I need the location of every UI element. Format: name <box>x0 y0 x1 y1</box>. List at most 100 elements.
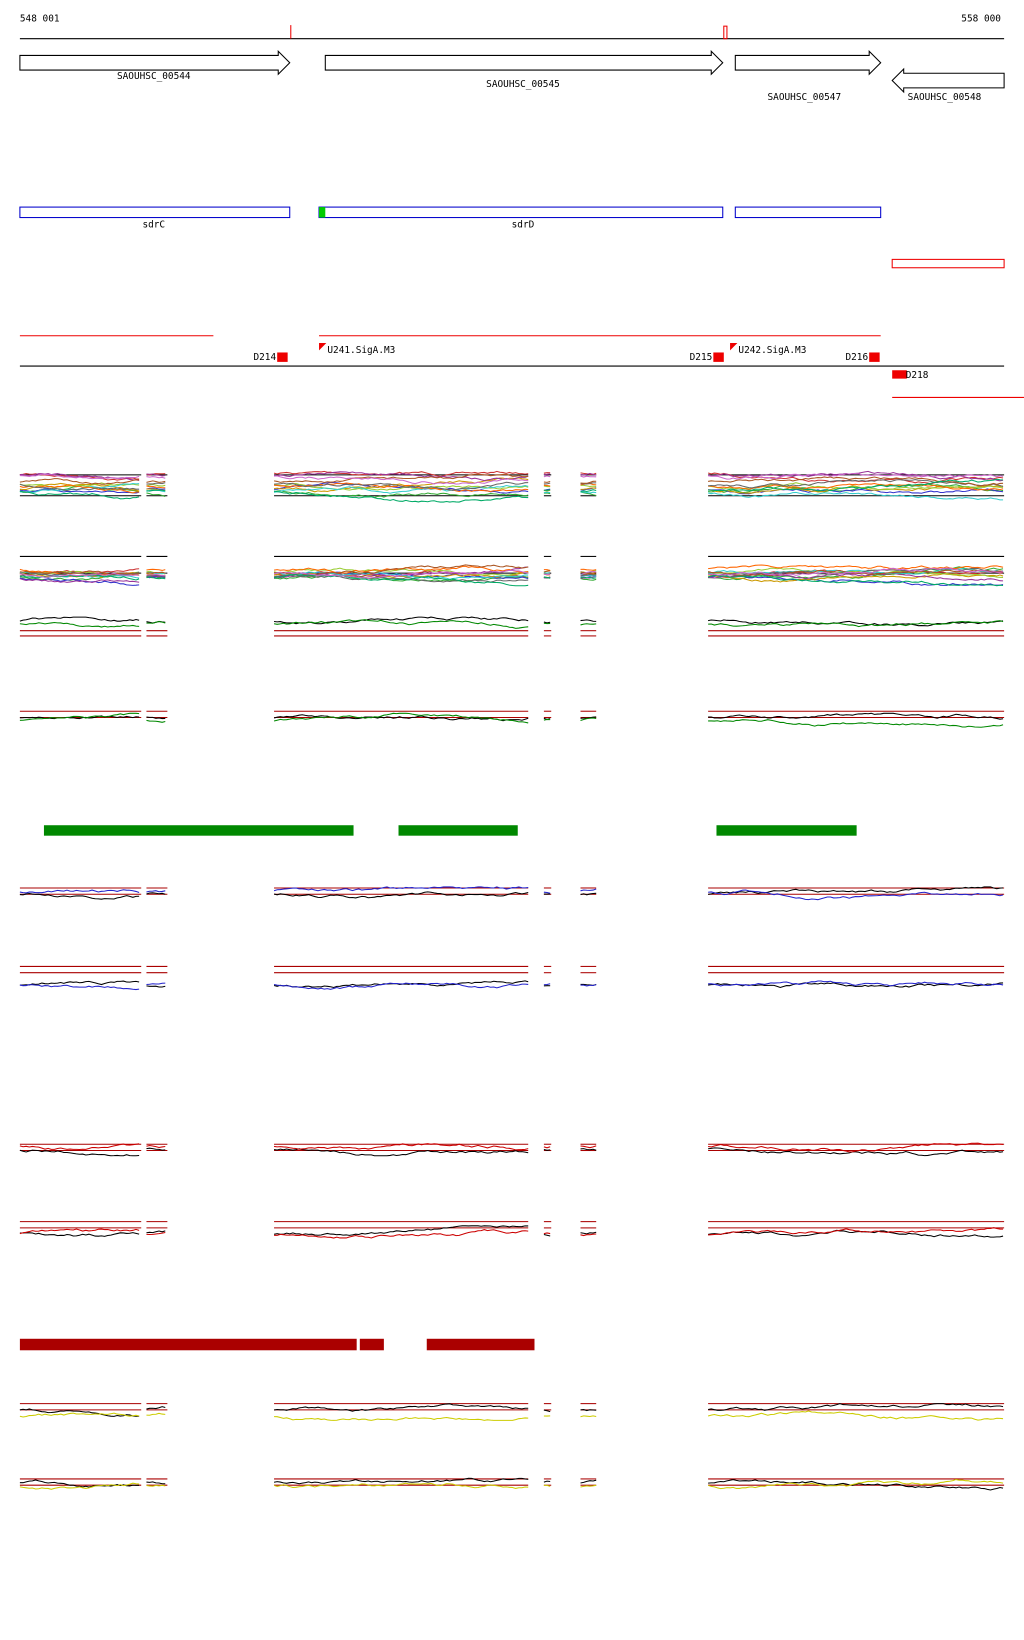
signal-line <box>708 476 1004 487</box>
signal-line <box>580 1484 597 1488</box>
signal-line <box>708 483 1004 494</box>
marker <box>723 25 728 40</box>
signal-line <box>708 1147 1004 1157</box>
signal-line <box>543 570 551 573</box>
signal-line <box>273 712 529 724</box>
feature-mark <box>892 370 907 379</box>
signal-line <box>580 484 597 487</box>
feature-mark <box>730 343 738 351</box>
ruler: 548 001 558 000 <box>19 13 1005 40</box>
signal-line <box>273 982 529 990</box>
signal-line <box>19 483 140 492</box>
green-bars <box>43 825 857 836</box>
signal-line <box>146 568 166 571</box>
feature-label: U241.SigA.M3 <box>327 345 395 356</box>
ruler-end: 558 000 <box>961 13 1001 24</box>
signal-line <box>19 1232 140 1237</box>
signal-line <box>708 482 1004 491</box>
signal-line <box>146 574 166 578</box>
signal-line <box>580 489 597 493</box>
signal-line <box>19 1408 140 1417</box>
signal-line <box>543 482 551 485</box>
annotation-box <box>734 206 882 219</box>
signal-line <box>146 982 166 986</box>
signal-line <box>708 479 1004 489</box>
signal-line <box>19 490 140 500</box>
signal-line <box>274 564 529 577</box>
signal-line <box>274 1229 529 1239</box>
signal-line <box>543 621 551 624</box>
signal-line <box>146 576 166 580</box>
signal-line <box>580 475 597 478</box>
signal-line <box>146 1230 166 1234</box>
gene-label: SAOUHSC_00548 <box>908 92 982 103</box>
feature-label: D214 <box>253 352 276 363</box>
signal-line <box>580 482 597 485</box>
bar <box>19 1338 357 1351</box>
signal-line <box>273 1148 529 1157</box>
signal-line <box>273 1225 529 1236</box>
signal-line <box>543 1233 551 1237</box>
feature-label: D215 <box>690 352 713 363</box>
signal-line <box>146 473 166 477</box>
marker <box>319 207 326 218</box>
signal-line <box>146 573 166 577</box>
signal-line <box>273 714 529 722</box>
gene-arrow <box>734 49 882 76</box>
bar <box>426 1338 535 1351</box>
signal-line <box>146 489 166 492</box>
signal-line <box>708 1227 1004 1236</box>
signal-line <box>708 1142 1004 1153</box>
gene-arrow <box>19 49 291 76</box>
signal-line <box>543 492 551 495</box>
signal-line <box>580 472 597 476</box>
signal-line <box>543 718 551 721</box>
annotation-label: sdrD <box>512 219 535 230</box>
signal-line <box>580 1145 597 1149</box>
box <box>891 258 1005 269</box>
annotation-label: sdrC <box>142 219 165 230</box>
bar <box>398 825 518 836</box>
signal-line <box>146 1484 166 1487</box>
signal-line <box>19 616 140 622</box>
signal-line <box>273 471 529 482</box>
signal-line <box>543 983 551 986</box>
signal-line <box>580 1148 597 1151</box>
signal-line <box>146 575 166 579</box>
bar <box>716 825 857 836</box>
signal-line <box>708 889 1004 901</box>
signal-line <box>19 1412 140 1418</box>
signal-line <box>146 621 166 624</box>
signal-line <box>708 712 1004 720</box>
feature-label: D216 <box>845 352 868 363</box>
signal-line <box>146 482 166 485</box>
signal-line <box>708 472 1004 480</box>
signal-line <box>580 487 597 490</box>
signal-line <box>19 1482 140 1490</box>
signal-line <box>273 616 529 625</box>
signal-line <box>146 485 166 489</box>
feature-label: U242.SigA.M3 <box>738 345 806 356</box>
signal-line <box>273 473 529 484</box>
signal-line <box>580 717 597 722</box>
signal-line <box>146 1147 166 1151</box>
signal-line <box>580 571 597 575</box>
signal-line <box>19 473 140 480</box>
signal-line <box>708 719 1004 728</box>
signal-line <box>708 980 1004 987</box>
signal-line <box>146 716 166 720</box>
signal-line <box>19 712 140 721</box>
signal-line <box>580 888 597 892</box>
genes <box>19 49 1005 94</box>
signal-line <box>146 1144 166 1149</box>
signal-line <box>580 1231 597 1235</box>
feature-lines <box>19 335 1024 398</box>
signal-line <box>273 490 529 503</box>
signal-line <box>707 1410 1004 1421</box>
signal-line <box>580 1479 597 1484</box>
signal-line <box>543 576 551 579</box>
signal-line <box>543 485 551 488</box>
signal-tracks <box>19 470 1005 1491</box>
signal-line <box>19 889 140 894</box>
signal-line <box>273 891 529 899</box>
